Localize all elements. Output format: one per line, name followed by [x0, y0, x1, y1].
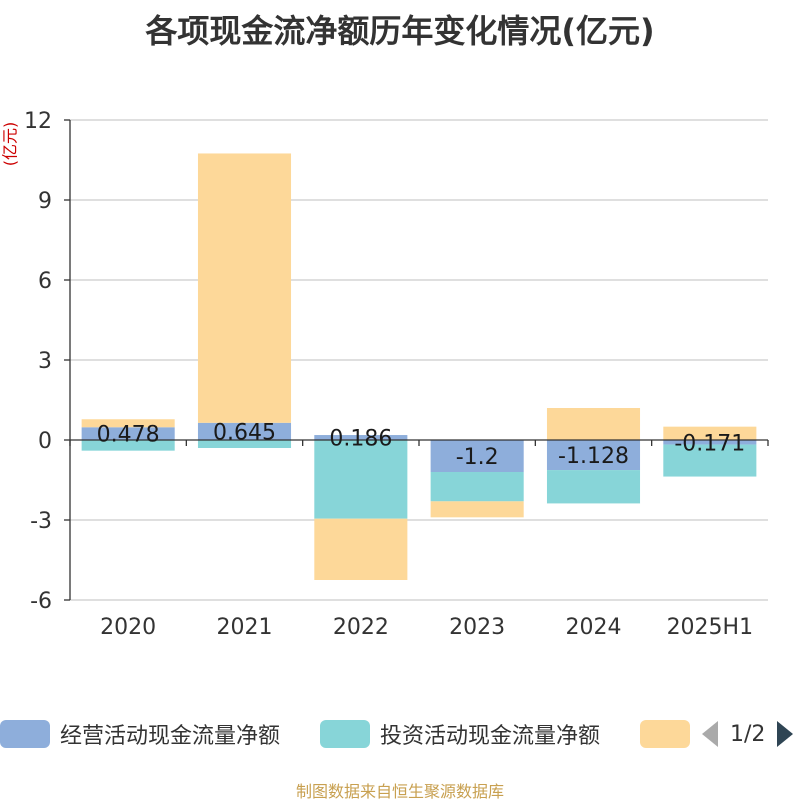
x-tick-label: 2025H1 — [667, 615, 754, 640]
legend-item-operating[interactable]: 经营活动现金流量净额 — [0, 716, 280, 752]
x-tick-label: 2022 — [333, 615, 389, 640]
bar-2023-series-2 — [430, 501, 524, 518]
y-tick-label: 6 — [38, 269, 52, 294]
bar-2021-series-2 — [197, 153, 292, 423]
bar-2025H1-series-1 — [663, 444, 757, 477]
bar-2022-series-2 — [314, 518, 408, 580]
bar-2023-series-1 — [430, 472, 524, 502]
legend-label-operating: 经营活动现金流量净额 — [60, 724, 281, 749]
source-note: 制图数据来自恒生聚源数据库 — [295, 782, 504, 801]
bar-2024-series-2 — [546, 408, 641, 440]
legend-label-investing: 投资活动现金流量净额 — [380, 724, 601, 749]
bar-2022-series-0 — [314, 435, 408, 440]
legend-next-page-icon[interactable] — [775, 719, 795, 749]
legend-swatch-third-series — [640, 720, 690, 748]
bar-2023-series-0 — [430, 440, 524, 472]
bar-2020-series-2 — [81, 419, 175, 428]
chart-plot: 12 9 6 3 0 -3 -6 2020 2021 2022 2023 2024 2025H1 0.47… — [24, 109, 769, 640]
data-label: 0.186 — [329, 427, 392, 452]
y-tick-label: -3 — [30, 509, 52, 534]
bar-2021-series-0 — [197, 422, 292, 440]
data-label: -1.128 — [558, 444, 629, 469]
legend: 经营活动现金流量净额 投资活动现金流量净额 1/2 — [0, 716, 800, 752]
legend-page-indicator: 1/2 — [730, 721, 766, 747]
data-label: -0.171 — [674, 431, 745, 456]
bar-2020-series-0 — [81, 427, 175, 440]
data-label: 0.478 — [97, 423, 160, 448]
bar-2025H1-series-2 — [663, 426, 757, 440]
bar-2024-series-0 — [546, 440, 641, 471]
legend-prev-page-icon[interactable] — [700, 719, 720, 749]
legend-pager: 1/2 — [700, 716, 795, 752]
legend-item-investing[interactable]: 投资活动现金流量净额 — [320, 716, 600, 752]
data-label: 0.645 — [213, 420, 276, 445]
bar-2025H1-series-0 — [663, 440, 757, 445]
y-tick-label: 9 — [38, 189, 52, 214]
bar-2021-series-1 — [197, 440, 292, 448]
x-tick-label: 2024 — [566, 615, 622, 640]
y-tick-label: 12 — [24, 109, 52, 134]
data-label: -1.2 — [456, 445, 499, 470]
bar-2024-series-1 — [546, 470, 641, 504]
legend-item-third-series[interactable] — [640, 716, 690, 752]
y-tick-label: 0 — [38, 429, 52, 454]
legend-swatch-operating — [0, 720, 50, 748]
chart-title: 各项现金流净额历年变化情况(亿元) — [145, 12, 655, 50]
y-tick-label: 3 — [38, 349, 52, 374]
x-tick-label: 2020 — [100, 615, 156, 640]
legend-swatch-investing — [320, 720, 370, 748]
x-tick-label: 2023 — [449, 615, 505, 640]
y-tick-label: -6 — [30, 589, 52, 614]
x-tick-label: 2021 — [217, 615, 273, 640]
bar-2020-series-1 — [81, 440, 175, 451]
bar-2022-series-1 — [314, 440, 408, 519]
